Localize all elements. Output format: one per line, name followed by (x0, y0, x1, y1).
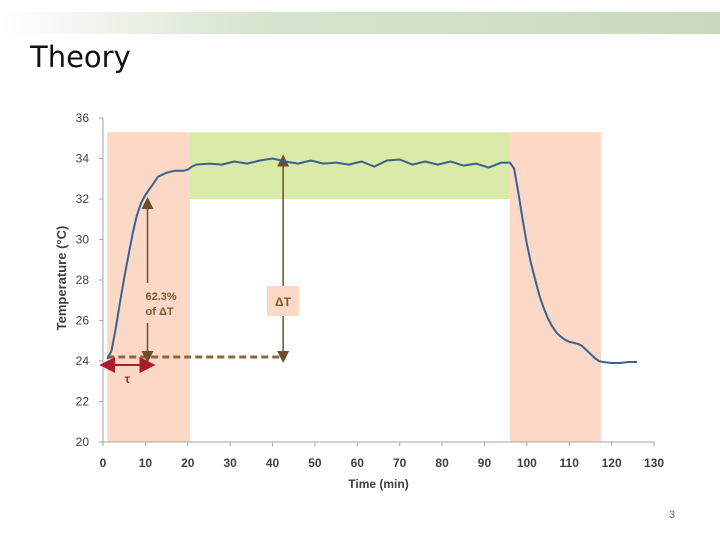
x-tick-label: 60 (351, 456, 365, 470)
y-tick-label: 20 (76, 435, 90, 449)
x-tick-label: 130 (644, 456, 664, 470)
y-tick-label: 30 (76, 233, 90, 247)
page-number: 3 (669, 509, 676, 521)
percent-label-line2: of ΔT (146, 306, 174, 318)
y-tick-label: 32 (76, 192, 90, 206)
annotation-layer: 62.3% of ΔT ΔT τ (99, 154, 299, 386)
y-axis-label: Temperature (°C) (54, 226, 69, 331)
x-tick-label: 40 (266, 456, 280, 470)
x-axis-label: Time (min) (348, 477, 408, 491)
slide-title: Theory (30, 40, 131, 74)
y-tick-label: 22 (76, 395, 90, 409)
tau-label: τ (125, 372, 131, 386)
x-tick-label: 100 (517, 456, 537, 470)
band-steady-1 (189, 132, 510, 199)
y-tick-labels: 20 22 24 26 28 30 32 34 36 (76, 111, 103, 449)
percent-label-box (139, 283, 180, 323)
y-tick-label: 36 (76, 111, 90, 125)
y-tick-label: 26 (76, 314, 90, 328)
y-tick-label: 28 (76, 273, 90, 287)
x-tick-label: 80 (435, 456, 449, 470)
temperature-series-line (106, 157, 637, 364)
bands-layer (107, 132, 602, 443)
band-transition-2 (509, 132, 602, 443)
x-tick-label: 50 (308, 456, 322, 470)
y-tick-label: 34 (76, 152, 90, 166)
y-tick-label: 24 (76, 354, 90, 368)
x-tick-label: 120 (602, 456, 622, 470)
x-tick-labels: 0 10 20 30 40 50 60 70 80 90 100 110 120 130 (100, 442, 664, 470)
delta-t-label-box (267, 286, 299, 316)
percent-label-line1: 62.3% (146, 291, 177, 303)
x-tick-label: 70 (393, 456, 407, 470)
x-tick-label: 30 (223, 456, 237, 470)
x-tick-label: 90 (478, 456, 492, 470)
delta-t-label: ΔT (275, 295, 292, 309)
x-tick-label: 0 (100, 456, 107, 470)
top-banner (0, 12, 720, 34)
axes-layer: 20 22 24 26 28 30 32 34 36 0 10 20 30 40 50 60 70 80 90 10… (54, 111, 664, 491)
x-tick-label: 10 (139, 456, 153, 470)
x-tick-label: 20 (181, 456, 195, 470)
x-tick-label: 110 (560, 456, 580, 470)
